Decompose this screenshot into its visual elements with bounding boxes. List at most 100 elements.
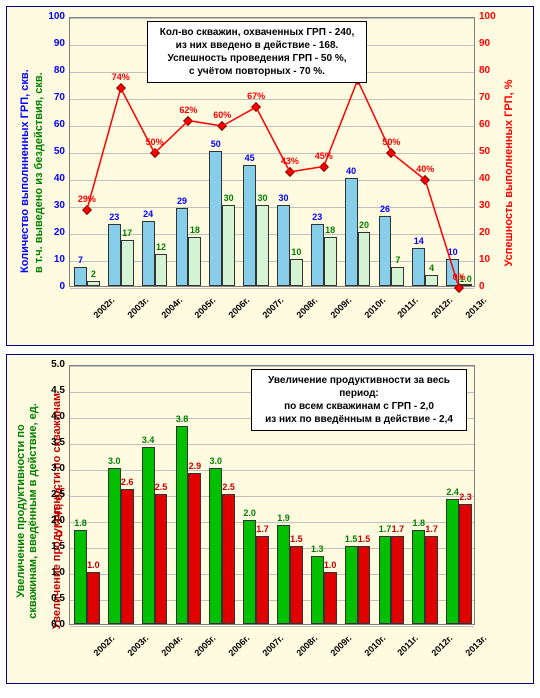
chart2-green-label: 1.3 [311, 544, 324, 554]
chart1-info-line: с учётом повторных - 70 %. [154, 65, 360, 78]
chart1-xtick: 2006г. [227, 295, 252, 320]
chart2-bar-red [121, 489, 134, 624]
chart1-xtick: 2004г. [159, 295, 184, 320]
chart1-yleft-label1: Количество выполнненных ГРП, скв. [19, 73, 31, 273]
chart1-xtick: 2009г. [328, 295, 353, 320]
chart1-xtick: 2003г. [125, 295, 150, 320]
chart2-bar-green [176, 426, 189, 624]
chart2-red-label: 2.9 [189, 461, 202, 471]
chart2-bar-red [358, 546, 371, 624]
chart2-info-line: Увеличение продуктивности за весь период… [258, 374, 460, 400]
chart2-ytick: 5.0 [41, 359, 65, 370]
chart1-xtick: 2008г. [294, 295, 319, 320]
chart2-ytick: 3.0 [41, 463, 65, 474]
chart2-green-label: 3.0 [108, 456, 121, 466]
chart2-ytick: 1.5 [41, 541, 65, 552]
chart2-ytick: 4.0 [41, 411, 65, 422]
chart2-bar-red [222, 494, 235, 624]
chart2-red-label: 1.5 [358, 534, 371, 544]
chart2-green-label: 2.0 [243, 508, 256, 518]
chart1-ytick-left: 50 [45, 146, 65, 157]
chart1-ytick-left: 70 [45, 92, 65, 103]
chart2-bar-red [459, 504, 472, 624]
chart2-xtick: 2002г. [91, 633, 116, 658]
chart2-bar-green [446, 499, 459, 624]
chart2-red-label: 2.3 [459, 492, 472, 502]
chart1-xtick: 2002г. [91, 295, 116, 320]
chart1-ytick-right: 60 [479, 119, 490, 130]
chart1-xtick: 2007г. [261, 295, 286, 320]
chart2-green-label: 1.9 [277, 513, 290, 523]
chart2-xtick: 2005г. [193, 633, 218, 658]
chart2-green-label: 1.5 [345, 534, 358, 544]
chart2-xtick: 2012г. [430, 633, 455, 658]
chart2-red-label: 2.5 [222, 482, 235, 492]
chart1-xtick: 2010г. [362, 295, 387, 320]
chart2-xtick: 2006г. [227, 633, 252, 658]
chart1-info-box: Кол-во скважин, охваченных ГРП - 240,из … [147, 21, 367, 83]
chart1-yleft-label2: в т.ч. выведено из бездействия, скв. [33, 73, 45, 273]
chart2-ytick: 1.0 [41, 567, 65, 578]
chart2-xtick: 2011г. [396, 633, 421, 658]
chart1-ytick-left: 20 [45, 227, 65, 238]
chart2-bar-green [345, 546, 358, 624]
chart2-green-label: 1.8 [413, 518, 426, 528]
chart2-bar-red [425, 536, 438, 624]
chart2-bar-green [379, 536, 392, 624]
chart1-info-line: из них введено в действие - 168. [154, 39, 360, 52]
chart2-red-label: 2.5 [155, 482, 168, 492]
chart2-yleft-r2: с ГРП, ед. [53, 401, 65, 621]
chart2-info-line: из них по введённым в действие - 2,4 [258, 413, 460, 426]
chart1-ytick-left: 100 [45, 11, 65, 22]
chart2-info-box: Увеличение продуктивности за весь период… [251, 369, 467, 431]
chart1-xtick: 2011г. [396, 295, 421, 320]
chart1-yright-label: Успешность выполненных ГРП, % [503, 73, 515, 273]
chart1-ytick-left: 40 [45, 173, 65, 184]
chart2-yleft-g2: скважинам, введённым в действие, ед. [27, 401, 39, 621]
chart1-info-line: Кол-во скважин, охваченных ГРП - 240, [154, 26, 360, 39]
chart2-xtick: 2008г. [294, 633, 319, 658]
chart2-red-label: 1.7 [425, 524, 438, 534]
chart1-ytick-right: 30 [479, 200, 490, 211]
chart1-xtick: 2005г. [193, 295, 218, 320]
chart2-red-label: 1.7 [392, 524, 405, 534]
chart2-xtick: 2007г. [261, 633, 286, 658]
chart2-red-label: 1.0 [87, 560, 100, 570]
chart1-info-line: Успешность проведения ГРП - 50 %, [154, 52, 360, 65]
chart1-ytick-right: 10 [479, 254, 490, 265]
chart2-bar-green [412, 530, 425, 624]
chart2-bar-red [188, 473, 201, 624]
chart1-ytick-right: 100 [479, 11, 496, 22]
chart2-green-label: 3.8 [176, 414, 189, 424]
chart1-ytick-right: 90 [479, 38, 490, 49]
chart2-bar-red [290, 546, 303, 624]
chart2-bar-red [87, 572, 100, 624]
chart2-green-label: 1.8 [74, 518, 87, 528]
chart2-bar-green [311, 556, 324, 624]
chart2-red-label: 2.6 [121, 477, 134, 487]
chart2-bar-red [391, 536, 404, 624]
chart2-green-label: 3.0 [210, 456, 223, 466]
chart1-ytick-left: 30 [45, 200, 65, 211]
chart2-xtick: 2010г. [362, 633, 387, 658]
chart2-bar-red [256, 536, 269, 624]
chart2-ytick: 3.5 [41, 437, 65, 448]
chart1-ytick-left: 80 [45, 65, 65, 76]
chart2-ytick: 0.5 [41, 593, 65, 604]
chart2-ytick: 0.0 [41, 619, 65, 630]
chart1-ytick-left: 10 [45, 254, 65, 265]
chart2-bar-green [277, 525, 290, 624]
chart2-xtick: 2004г. [159, 633, 184, 658]
chart2-ytick: 2.0 [41, 515, 65, 526]
chart2-yleft-g1: Увеличение продуктивности по [15, 401, 27, 621]
chart-2-panel: Увеличение продуктивности по скважинам, … [6, 354, 534, 684]
chart2-bar-green [74, 530, 87, 624]
chart2-green-label: 2.4 [446, 487, 459, 497]
chart2-bar-red [155, 494, 168, 624]
chart2-red-label: 1.5 [290, 534, 303, 544]
chart1-ytick-left: 90 [45, 38, 65, 49]
chart2-green-label: 1.7 [379, 524, 392, 534]
chart2-red-label: 1.7 [256, 524, 269, 534]
chart2-bar-green [209, 468, 222, 624]
chart1-ytick-right: 0 [479, 281, 485, 292]
